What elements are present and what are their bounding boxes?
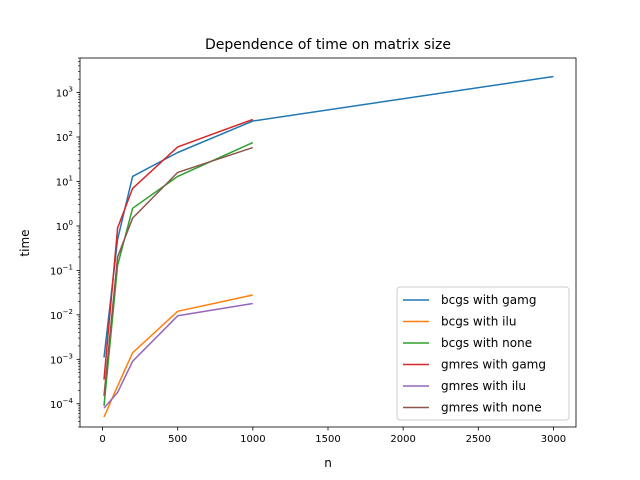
x-axis-label: n (324, 456, 332, 470)
y-tick-label: 10−3 (50, 352, 73, 366)
y-tick-label: 101 (56, 174, 73, 188)
series-line-1 (103, 294, 253, 418)
legend-label: bcgs with gamg (441, 293, 536, 307)
legend-label: gmres with ilu (441, 379, 526, 393)
legend-label: bcgs with none (441, 336, 532, 350)
series-layer (103, 75, 554, 418)
series-line-5 (103, 146, 254, 396)
x-tick-label: 1500 (315, 434, 340, 445)
x-tick-label: 3000 (541, 434, 566, 445)
y-tick-label: 10−1 (50, 263, 73, 277)
y-axis-label: time (18, 229, 32, 256)
y-tick-label: 103 (56, 86, 73, 100)
plot-frame (79, 57, 577, 428)
x-tick-label: 500 (168, 434, 187, 445)
x-tick-label: 0 (99, 434, 105, 445)
series-line-2 (103, 141, 254, 406)
y-tick-label: 102 (56, 130, 73, 144)
series-line-4 (103, 302, 253, 409)
legend-label: bcgs with ilu (441, 315, 516, 329)
y-tick-label: 100 (56, 219, 73, 233)
legend: bcgs with gamg bcgs with ilu bcgs with non… (396, 286, 570, 421)
legend-label: gmres with gamg (441, 358, 546, 372)
x-tick-label: 1000 (240, 434, 265, 445)
x-tick-label: 2000 (390, 434, 415, 445)
y-axis-ticks: 10−4 10−3 10−2 10−1 100 101 102 103 (50, 57, 80, 428)
chart-title: Dependence of time on matrix size (205, 37, 451, 53)
legend-box (396, 286, 570, 421)
series-line-3 (103, 118, 254, 380)
x-axis-ticks: 0 500 1000 1500 2000 2500 3000 (99, 427, 566, 445)
x-tick-label: 2500 (466, 434, 491, 445)
y-tick-label: 10−2 (50, 308, 73, 322)
legend-label: gmres with none (441, 401, 542, 415)
y-tick-label: 10−4 (50, 397, 74, 411)
